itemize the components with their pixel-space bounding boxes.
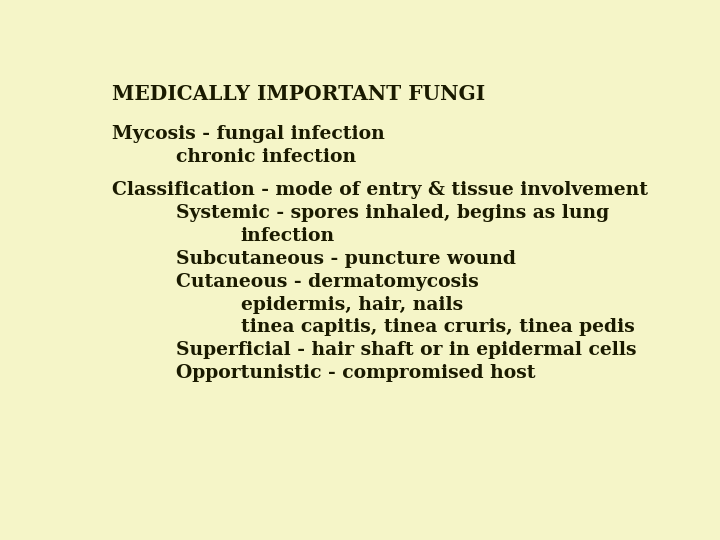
Text: Mycosis - fungal infection: Mycosis - fungal infection bbox=[112, 125, 385, 143]
Text: Cutaneous - dermatomycosis: Cutaneous - dermatomycosis bbox=[176, 273, 480, 291]
Text: MEDICALLY IMPORTANT FUNGI: MEDICALLY IMPORTANT FUNGI bbox=[112, 84, 485, 104]
Text: Subcutaneous - puncture wound: Subcutaneous - puncture wound bbox=[176, 250, 516, 268]
Text: Systemic - spores inhaled, begins as lung: Systemic - spores inhaled, begins as lun… bbox=[176, 204, 610, 222]
Text: epidermis, hair, nails: epidermis, hair, nails bbox=[240, 295, 463, 314]
Text: Opportunistic - compromised host: Opportunistic - compromised host bbox=[176, 364, 536, 382]
Text: tinea capitis, tinea cruris, tinea pedis: tinea capitis, tinea cruris, tinea pedis bbox=[240, 319, 634, 336]
Text: chronic infection: chronic infection bbox=[176, 148, 356, 166]
Text: infection: infection bbox=[240, 227, 335, 245]
Text: Superficial - hair shaft or in epidermal cells: Superficial - hair shaft or in epidermal… bbox=[176, 341, 637, 359]
Text: Classification - mode of entry & tissue involvement: Classification - mode of entry & tissue … bbox=[112, 181, 648, 199]
